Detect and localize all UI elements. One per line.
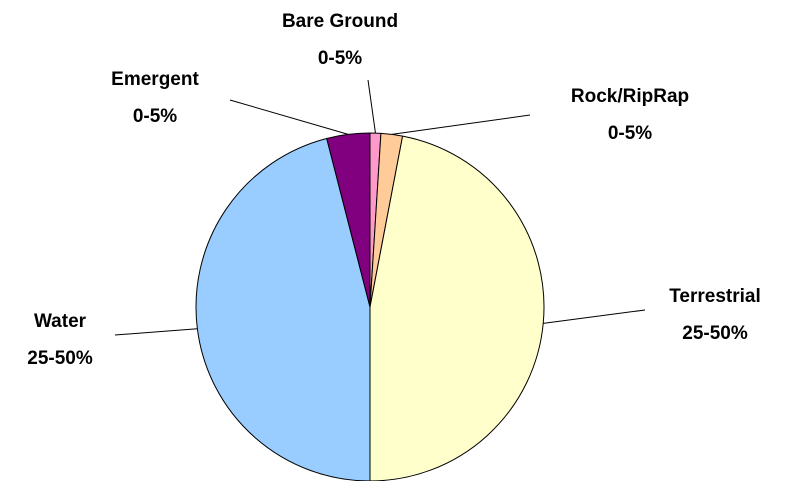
leader-line [391, 114, 531, 135]
pie-slice [195, 137, 371, 481]
leader-line [367, 79, 376, 134]
slice-value-label: 25-50% [682, 323, 748, 344]
pie-slice [369, 135, 545, 481]
slice-value-label: 0-5% [318, 48, 362, 69]
slice-value-label: 25-50% [27, 348, 93, 369]
slice-label: Rock/RipRap [571, 86, 689, 107]
slice-value-label: 0-5% [133, 106, 177, 127]
leader-line [114, 328, 198, 336]
slice-label: Bare Ground [282, 11, 398, 32]
slice-label: Water [34, 311, 87, 332]
slice-label: Terrestrial [669, 286, 761, 307]
slice-value-label: 0-5% [608, 123, 652, 144]
slice-label: Emergent [111, 69, 199, 90]
pie-slice [326, 132, 371, 308]
leader-line [229, 99, 349, 135]
leader-line [543, 309, 646, 324]
